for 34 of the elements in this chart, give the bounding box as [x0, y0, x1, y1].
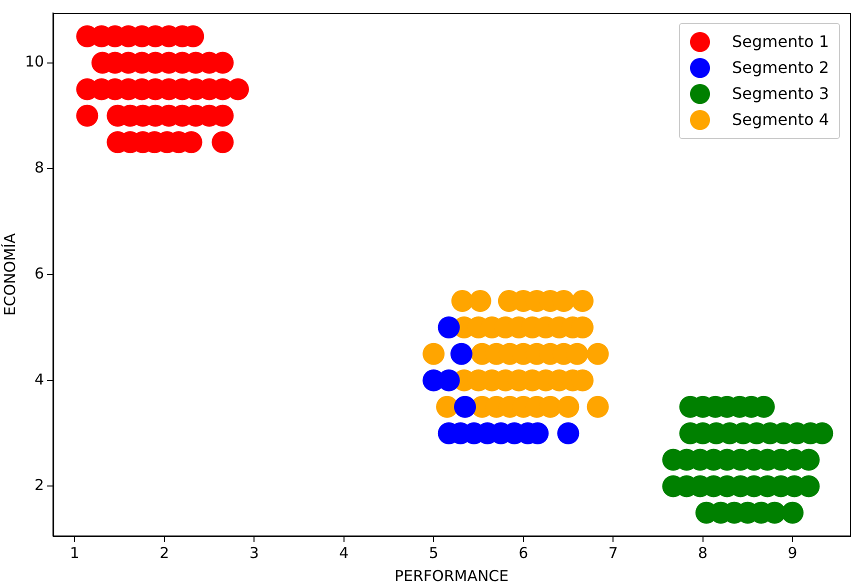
- legend-label: Segmento 2: [732, 57, 830, 79]
- point: [76, 104, 98, 127]
- x-tick-label: 4: [339, 544, 349, 562]
- point: [557, 422, 580, 444]
- y-tick-label: 4: [34, 370, 44, 388]
- y-tick-label: 6: [34, 264, 44, 282]
- x-tick-label: 6: [518, 544, 528, 562]
- y-tick-label: 10: [24, 52, 44, 71]
- x-tick-label: 8: [698, 544, 708, 562]
- y-axis-title: ECONOMÍA: [0, 232, 19, 316]
- point: [469, 290, 492, 312]
- legend-label: Segmento 4: [732, 109, 830, 131]
- point: [586, 396, 609, 418]
- point: [557, 396, 580, 418]
- y-tick-label: 8: [34, 158, 44, 177]
- point: [450, 342, 472, 365]
- x-tick-label: 3: [249, 544, 259, 562]
- x-tick-label: 2: [160, 544, 170, 562]
- y-tick-label: 2: [34, 476, 44, 494]
- point: [454, 396, 476, 418]
- point: [451, 290, 474, 312]
- point: [586, 342, 609, 365]
- x-tick-label: 1: [70, 544, 80, 562]
- x-tick-label: 5: [428, 544, 438, 562]
- point: [438, 316, 460, 338]
- point: [782, 502, 804, 524]
- point: [422, 342, 445, 365]
- x-tick-label: 7: [608, 544, 618, 562]
- legend-label: Segmento 3: [732, 83, 830, 105]
- legend-label: Segmento 1: [732, 31, 830, 53]
- x-axis-title: PERFORMANCE: [394, 566, 509, 585]
- x-tick-label: 9: [788, 544, 798, 562]
- point: [572, 290, 594, 312]
- point: [212, 131, 234, 154]
